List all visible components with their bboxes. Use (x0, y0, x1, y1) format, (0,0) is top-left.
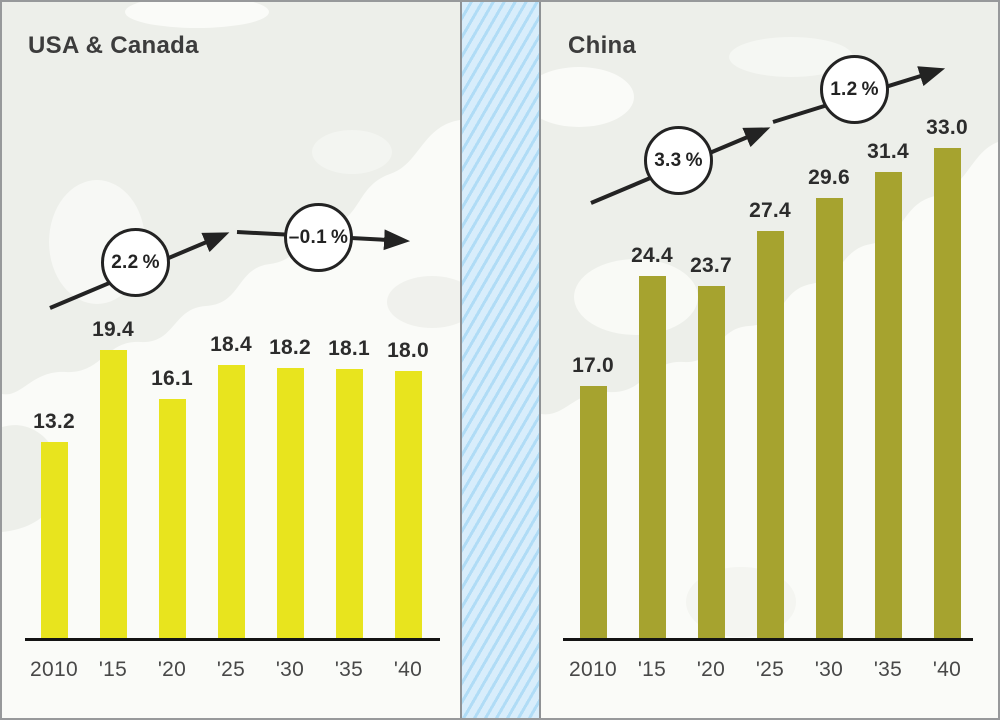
x-tick-label: '40 (393, 658, 423, 681)
bar-value-label: 29.6 (808, 166, 850, 189)
bar-chart-china: 17.0 2010 24.4 '15 23.7 '20 27.4 '25 29.6 '30 31.4… (541, 2, 998, 718)
bar (40, 442, 68, 638)
bar-value-label: 13.2 (33, 410, 75, 433)
bar (815, 198, 843, 638)
striped-divider (460, 2, 541, 718)
bar (697, 286, 725, 638)
x-tick-label: '15 (98, 658, 128, 681)
growth-badge-late: –0.1 % (284, 203, 353, 272)
bar (933, 148, 961, 638)
x-tick-label: '20 (157, 658, 187, 681)
bar-value-label: 24.4 (631, 244, 673, 267)
bar (158, 399, 186, 638)
growth-badge-early-label: 3.3 % (654, 149, 703, 171)
bar (638, 276, 666, 638)
bar-value-label: 18.4 (210, 333, 252, 356)
panel-china: China 3.3 % 1.2 % 17.0 2010 24.4 '15 23.7 '20… (541, 2, 998, 718)
growth-badge-early: 3.3 % (644, 126, 713, 195)
panel-title-china: China (568, 32, 637, 59)
bar (579, 386, 607, 638)
bar-value-label: 23.7 (690, 254, 732, 277)
x-tick-label: '30 (275, 658, 305, 681)
x-tick-label: '40 (932, 658, 962, 681)
bar (335, 369, 363, 638)
bar (217, 365, 245, 638)
bar-value-label: 18.1 (328, 337, 370, 360)
x-tick-label: '15 (637, 658, 667, 681)
bar (99, 350, 127, 638)
x-tick-label: '30 (814, 658, 844, 681)
bar (276, 368, 304, 638)
bar-value-label: 18.0 (387, 339, 429, 362)
growth-badge-early-label: 2.2 % (111, 251, 160, 273)
x-axis-line (563, 638, 973, 641)
bar (874, 172, 902, 638)
growth-badge-late: 1.2 % (820, 55, 889, 124)
x-tick-label: '35 (334, 658, 364, 681)
x-tick-label: '25 (755, 658, 785, 681)
bar-chart-usa-canada: 13.2 2010 19.4 '15 16.1 '20 18.4 '25 18.2 '30 18.1… (2, 2, 460, 718)
x-tick-label: '35 (873, 658, 903, 681)
panel-usa-canada: USA & Canada 2.2 % –0.1 % 13.2 2010 19.4 '1… (2, 2, 460, 718)
bar-value-label: 33.0 (926, 116, 968, 139)
growth-badge-late-label: –0.1 % (288, 226, 349, 248)
bar (394, 371, 422, 638)
bar-value-label: 19.4 (92, 318, 134, 341)
x-tick-label: '20 (696, 658, 726, 681)
growth-badge-late-label: 1.2 % (830, 78, 879, 100)
x-tick-label: '25 (216, 658, 246, 681)
bar-value-label: 18.2 (269, 336, 311, 359)
bar (756, 231, 784, 638)
bar-value-label: 16.1 (151, 367, 193, 390)
bar-value-label: 27.4 (749, 199, 791, 222)
x-tick-label: 2010 (569, 658, 617, 681)
x-tick-label: 2010 (30, 658, 78, 681)
x-axis-line (25, 638, 440, 641)
bar-value-label: 17.0 (572, 354, 614, 377)
panel-title-usa-canada: USA & Canada (28, 32, 199, 59)
growth-badge-early: 2.2 % (101, 228, 170, 297)
bar-value-label: 31.4 (867, 140, 909, 163)
